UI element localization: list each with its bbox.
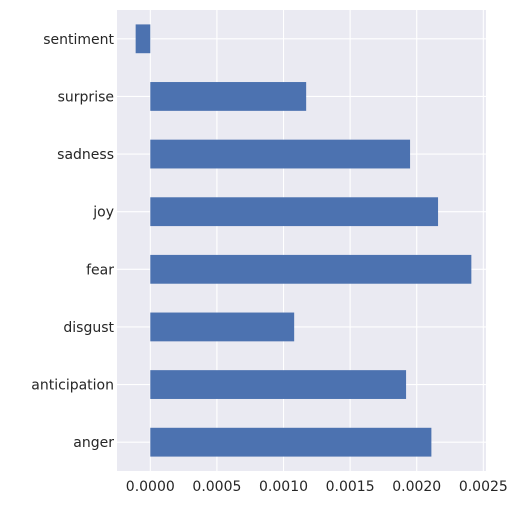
bar-fear <box>150 254 472 284</box>
bar-disgust <box>150 312 295 342</box>
x-tick-label: 0.0005 <box>192 479 241 495</box>
y-tick-label-disgust: disgust <box>63 320 114 336</box>
x-tick-labels: 0.0000 0.0005 0.0010 0.0015 0.0020 0.0025 <box>126 479 508 495</box>
plot-background <box>117 10 486 471</box>
x-tick-label: 0.0015 <box>326 479 375 495</box>
x-tick-label: 0.0000 <box>126 479 175 495</box>
bar-anticipation <box>150 370 407 399</box>
x-tick-label: 0.0020 <box>392 479 441 495</box>
y-tick-labels: sentiment surprise sadness joy fear disgust an… <box>31 32 114 451</box>
bar-joy <box>150 197 439 227</box>
x-tick-label: 0.0010 <box>259 479 308 495</box>
y-tick-label-surprise: surprise <box>58 89 114 105</box>
bar-anger <box>150 427 432 457</box>
y-tick-label-anticipation: anticipation <box>31 378 114 394</box>
y-tick-label-sadness: sadness <box>57 147 114 163</box>
x-tick-label: 0.0025 <box>459 479 508 495</box>
y-tick-label-sentiment: sentiment <box>43 32 114 48</box>
y-tick-label-anger: anger <box>73 435 114 451</box>
bar-sadness <box>150 139 411 169</box>
y-tick-label-fear: fear <box>86 262 114 278</box>
bars <box>135 24 472 457</box>
bar-sentiment <box>135 24 151 54</box>
y-tick-label-joy: joy <box>92 205 114 221</box>
bar-surprise <box>150 82 307 111</box>
